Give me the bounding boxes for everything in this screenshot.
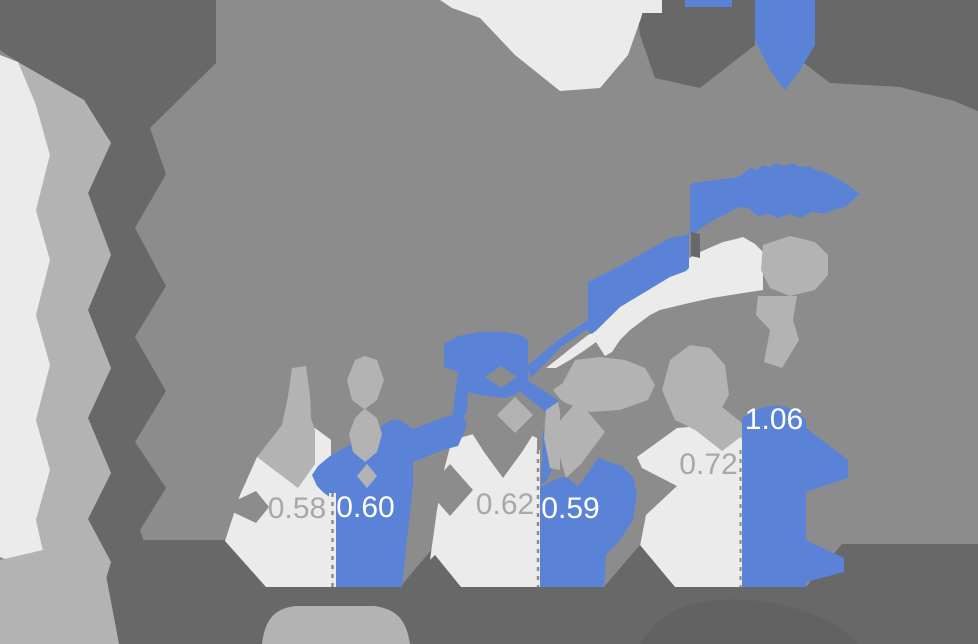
svg-text:0.59: 0.59: [541, 492, 599, 525]
svg-text:0.62: 0.62: [476, 488, 534, 521]
svg-text:0.58: 0.58: [268, 492, 326, 525]
svg-text:0.60: 0.60: [336, 491, 394, 524]
svg-text:0.72: 0.72: [679, 448, 737, 481]
svg-text:1.06: 1.06: [745, 403, 803, 436]
